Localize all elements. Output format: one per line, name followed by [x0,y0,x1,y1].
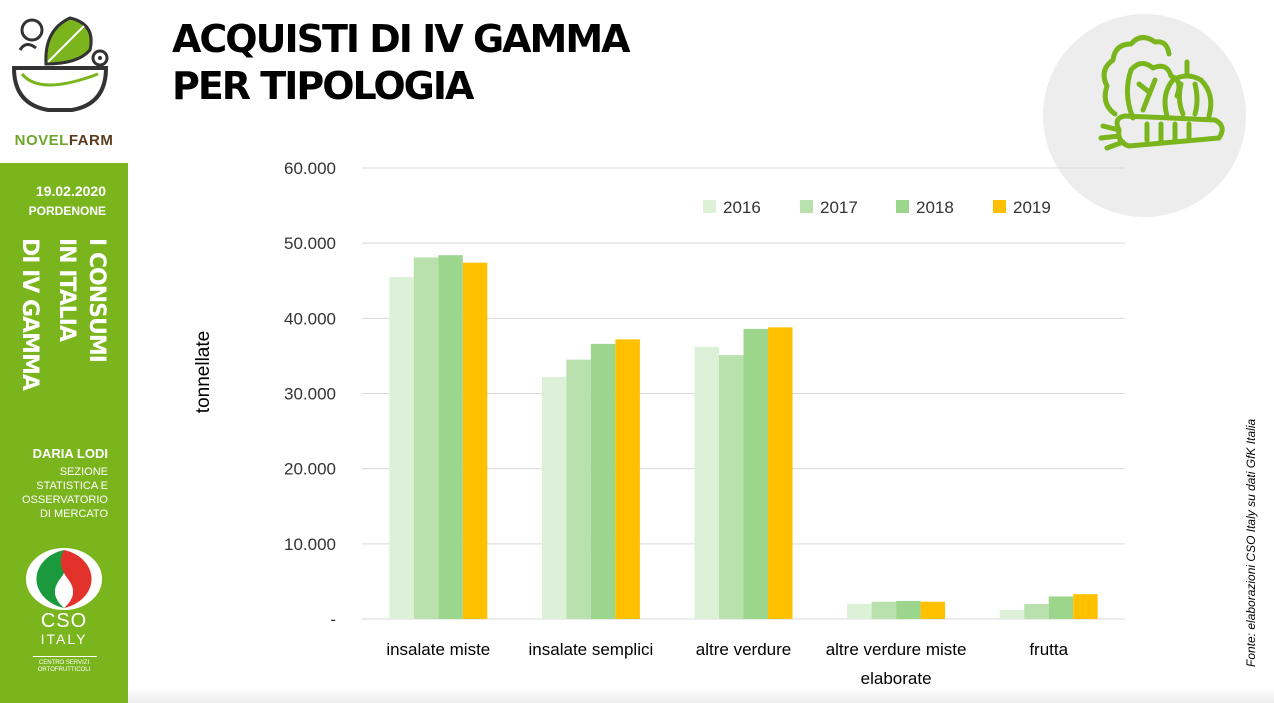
x-tick-label: elaborate [861,669,932,688]
novelfarm-logo: NOVELFARM [14,132,114,149]
y-tick-label: 20.000 [284,460,336,479]
source-note: Fonte: elaborazioni CSO Italy su dati Gf… [1244,418,1258,668]
x-tick-label: altre verdure miste [826,640,967,659]
legend-label: 2016 [723,198,761,217]
bar-2019 [1073,594,1098,619]
y-tick-label: - [330,610,336,629]
bar-2019 [615,339,640,619]
page-title: ACQUISTI DI IV GAMMA PER TIPOLOGIA [172,16,631,110]
bar-2017 [719,355,744,619]
bar-2016 [389,276,414,619]
page-title-line-1: ACQUISTI DI IV GAMMA [172,17,631,61]
author-name: DARIA LODI [32,446,108,461]
bar-2016 [694,346,719,619]
legend-swatch-2019 [993,200,1006,213]
novelfarm-salad-bowl-icon [11,16,109,112]
bar-2016 [999,609,1025,619]
legend-swatch-2017 [800,200,813,213]
x-tick-label: insalate miste [386,640,490,659]
bar-2018 [1048,596,1074,619]
section-title-line-2: IN ITALIA [54,238,79,341]
cso-subtitle: CENTRO SERVIZI ORTOFRUTTICOLI [37,660,91,673]
bar-2017 [1024,603,1049,619]
sidebar: NOVELFARM 19.02.2020 PORDENONE I CONSUMI… [0,0,128,703]
vegetables-badge [1043,14,1246,217]
legend-label: 2017 [820,198,858,217]
page-title-line-2: PER TIPOLOGIA [172,64,474,108]
bar-2019 [462,262,488,619]
section-title-line-1: I CONSUMI [84,238,109,362]
bar-chart: - 10.000 20.000 30.000 40.000 50.000 60.000 ton… [193,159,1125,688]
bar-2017 [871,601,897,619]
bar-2018 [438,255,463,619]
bar-2019 [920,601,946,619]
legend-label: 2019 [1013,198,1051,217]
cso-country: ITALY [40,631,88,647]
legend-swatch-2018 [896,200,909,213]
event-date: 19.02.2020 [35,183,106,199]
event-city: PORDENONE [28,204,106,218]
x-tick-label: frutta [1029,640,1068,659]
bar-2016 [541,376,567,619]
bar-2019 [768,327,793,619]
bar-2018 [743,328,768,619]
bottom-shadow [128,688,1274,703]
author-role: SEZIONE STATISTICA E OSSERVATORIO DI MER… [22,466,108,520]
cso-italy-logo-icon [26,548,102,610]
y-tick-label: 50.000 [284,234,336,253]
bar-2018 [590,343,616,619]
bar-2017 [566,359,591,619]
vegetables-icon [1098,35,1225,151]
cso-divider [33,656,97,657]
cso-name: CSO [40,610,88,632]
x-tick-label: altre verdure [696,640,791,659]
legend-swatch-2016 [703,200,716,213]
y-tick-label: 60.000 [284,159,336,178]
bar-2018 [896,600,921,619]
section-title-vertical: I CONSUMI IN ITALIA DI IV GAMMA [15,238,110,408]
y-axis-label: tonnellate [193,331,214,413]
y-tick-label: 30.000 [284,385,336,404]
bar-2016 [847,603,872,619]
y-tick-label: 40.000 [284,309,336,328]
legend-label: 2018 [916,198,954,217]
x-tick-label: insalate semplici [529,640,654,659]
bar-2017 [413,257,439,619]
section-title-line-3: DI IV GAMMA [17,238,42,390]
sidebar-green-panel: 19.02.2020 PORDENONE I CONSUMI IN ITALIA… [0,163,128,703]
y-tick-label: 10.000 [284,535,336,554]
